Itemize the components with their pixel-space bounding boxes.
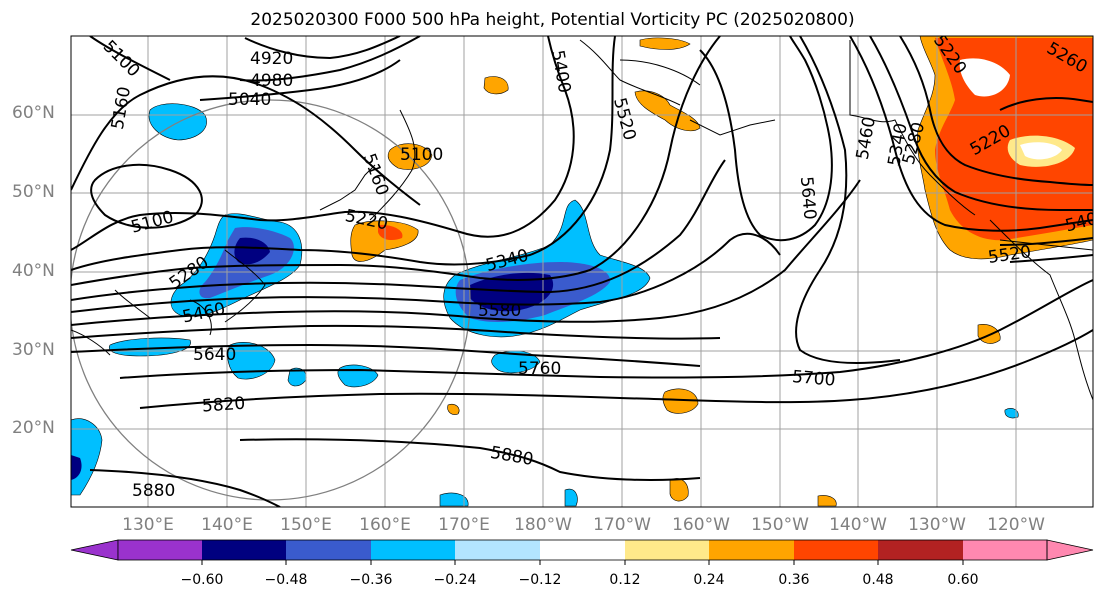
contour-label: 5580	[478, 301, 521, 321]
pv-shading	[71, 36, 1093, 507]
colorbar-tick-label: 0.60	[947, 572, 979, 588]
colorbar-tick-label: −0.12	[518, 572, 562, 588]
lat-label-50n: 50°N	[12, 182, 55, 202]
colorbar-tick-label: 0.24	[693, 572, 725, 588]
map-frame	[70, 35, 1094, 508]
colorbar-segment	[878, 540, 963, 560]
lat-label-20n: 20°N	[12, 418, 55, 438]
lat-label-40n: 40°N	[12, 261, 55, 281]
contour-label: 5880	[132, 481, 175, 501]
contour-label: 5520	[609, 96, 640, 143]
colorbar-tick-label: −0.24	[433, 572, 477, 588]
height-contours	[71, 36, 1093, 507]
contour-label: 5220	[343, 206, 389, 235]
lon-label: 130°E	[122, 515, 174, 535]
contour-label: 5460	[853, 115, 880, 161]
lon-label: 160°W	[672, 515, 730, 535]
colorbar-max-extend	[1046, 539, 1094, 561]
contour-label: 5160	[359, 151, 393, 198]
graticule	[71, 36, 1093, 507]
lon-label: 160°E	[359, 515, 411, 535]
contour-label: 5820	[201, 394, 246, 417]
lon-label: 140°E	[201, 515, 253, 535]
colorbar-tick-label: 0.12	[609, 572, 641, 588]
contour-label: 5100	[400, 145, 443, 165]
lat-label-60n: 60°N	[12, 103, 55, 123]
lon-label: 170°W	[593, 515, 651, 535]
contour-label: 5640	[193, 345, 236, 365]
colorbar-segment	[625, 540, 709, 560]
contour-label: 5040	[228, 90, 271, 110]
lon-label: 170°E	[438, 515, 490, 535]
colorbar-segment	[455, 540, 540, 560]
colorbar-tick-label: 0.48	[862, 572, 894, 588]
lon-label: 140°W	[829, 515, 887, 535]
contour-labels: 5100 4920 4980 5040 5160 5400 5520 5100 …	[99, 36, 1093, 501]
lon-label: 150°W	[751, 515, 809, 535]
contour-label: 5880	[489, 443, 535, 470]
contour-label: 5100	[99, 37, 144, 82]
colorbar-min-extend	[70, 539, 119, 561]
colorbar-tick-label: −0.36	[349, 572, 393, 588]
colorbar-tick-label: −0.48	[264, 572, 308, 588]
colorbar-segment	[371, 540, 455, 560]
lon-label: 150°E	[280, 515, 332, 535]
colorbar-segment	[286, 540, 371, 560]
contour-label: 5100	[129, 207, 176, 238]
colorbar-segment	[118, 540, 202, 560]
colorbar-segment	[202, 540, 286, 560]
colorbar-tick-label: −0.60	[180, 572, 224, 588]
lon-label: 180°W	[514, 515, 572, 535]
colorbar-segment	[794, 540, 878, 560]
contour-label: 5640	[796, 176, 820, 221]
range-circle	[71, 99, 471, 501]
colorbar-tick-label: 0.36	[778, 572, 810, 588]
colorbar	[70, 539, 1094, 565]
lon-label: 130°W	[908, 515, 966, 535]
contour-label: 4920	[250, 49, 293, 69]
contour-label: 4980	[250, 71, 293, 91]
map-title: 2025020300 F000 500 hPa height, Potentia…	[250, 10, 855, 30]
colorbar-segment	[709, 540, 794, 560]
contour-label: 5700	[791, 367, 836, 391]
lat-label-30n: 30°N	[12, 340, 55, 360]
contour-label: 5760	[518, 359, 561, 379]
colorbar-segment	[540, 540, 625, 560]
colorbar-segment	[963, 540, 1047, 560]
contour-label: 5400	[547, 49, 574, 95]
lon-label: 120°W	[987, 515, 1045, 535]
contour-label: 5160	[108, 85, 135, 131]
